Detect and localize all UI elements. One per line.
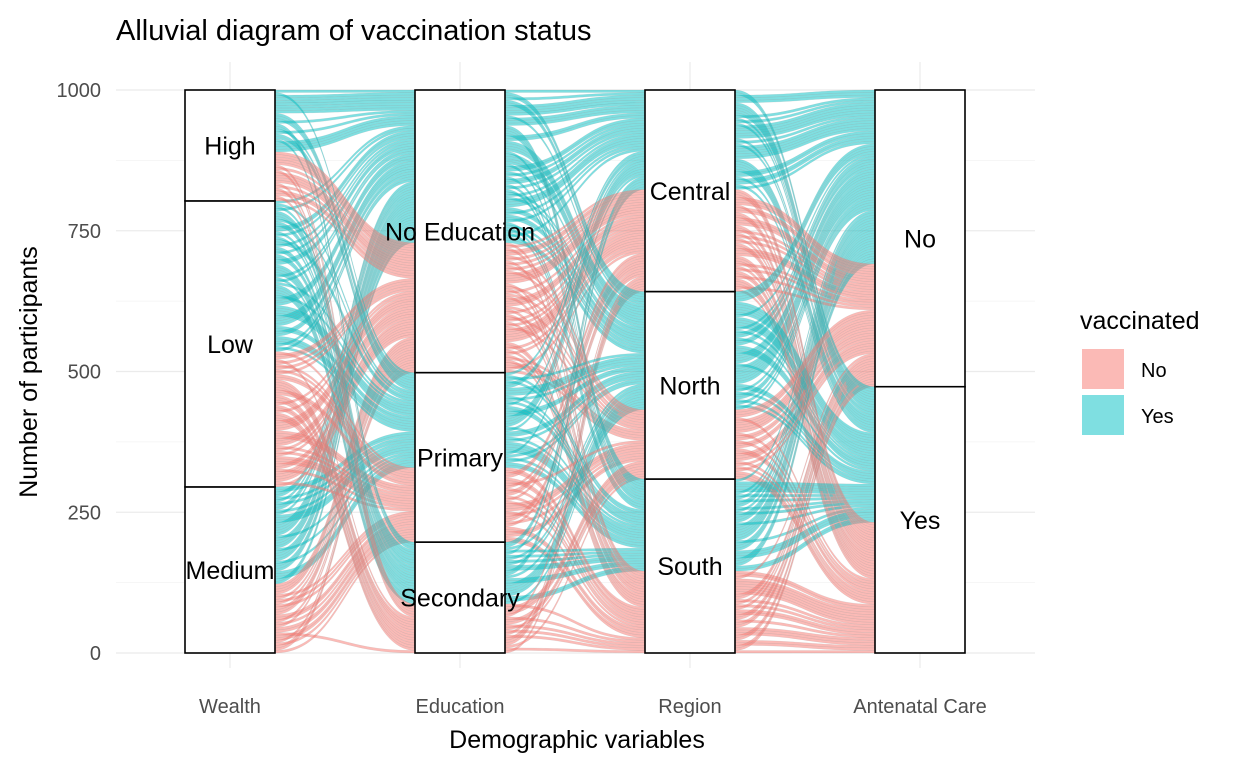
stratum-south [644,478,736,654]
stratum-primary [414,371,506,543]
stratum-secondary [414,541,506,654]
x-tick-label: Education [416,696,505,718]
strata: Medium Low High Secondary Primary No Educatio… [184,89,966,654]
stratum-label-primary: Primary [417,444,504,472]
x-tick-label: Region [658,696,721,718]
stratum-label-low: Low [207,331,254,359]
flow-no-2 [734,650,876,654]
flow-yes-1 [504,89,646,93]
stratum-low [184,200,276,488]
chart-title: Alluvial diagram of vaccination status [116,15,592,47]
x-axis-title: Demographic variables [449,726,705,754]
flows [274,89,876,654]
x-axis-ticks: Wealth Education Region Antenatal Care [199,696,987,718]
legend-key-yes [1082,395,1124,435]
y-tick-label: 750 [68,221,101,243]
y-tick-label: 0 [90,643,101,665]
stratum-label-central: Central [650,178,731,206]
stratum-label-north: North [659,372,720,400]
legend-title: vaccinated [1080,307,1200,335]
stratum-north [644,290,736,480]
legend: vaccinated No Yes [1080,307,1200,435]
legend-key-no [1082,349,1124,389]
y-axis-ticks: 0 250 500 750 1000 [57,80,102,665]
stratum-central [644,89,736,293]
stratum-label-yes: Yes [900,507,941,535]
x-tick-label: Wealth [199,696,261,718]
stratum-medium [184,486,276,654]
flow-yes-0 [274,89,416,93]
y-axis-title: Number of participants [15,246,43,498]
stratum-no-education [414,89,506,374]
stratum-label-secondary: Secondary [400,585,520,613]
stratum-no [874,89,966,388]
x-tick-label: Antenatal Care [853,696,986,718]
y-tick-label: 250 [68,502,101,524]
stratum-label-medium: Medium [186,557,275,585]
y-tick-label: 1000 [57,80,102,102]
legend-label-no: No [1141,360,1167,382]
stratum-high [184,89,276,202]
stratum-label-high: High [204,132,255,160]
stratum-label-south: South [657,553,722,581]
legend-label-yes: Yes [1141,406,1174,428]
stratum-label-no: No [904,225,936,253]
y-tick-label: 500 [68,362,101,384]
stratum-label-no-education: No Education [385,218,535,246]
